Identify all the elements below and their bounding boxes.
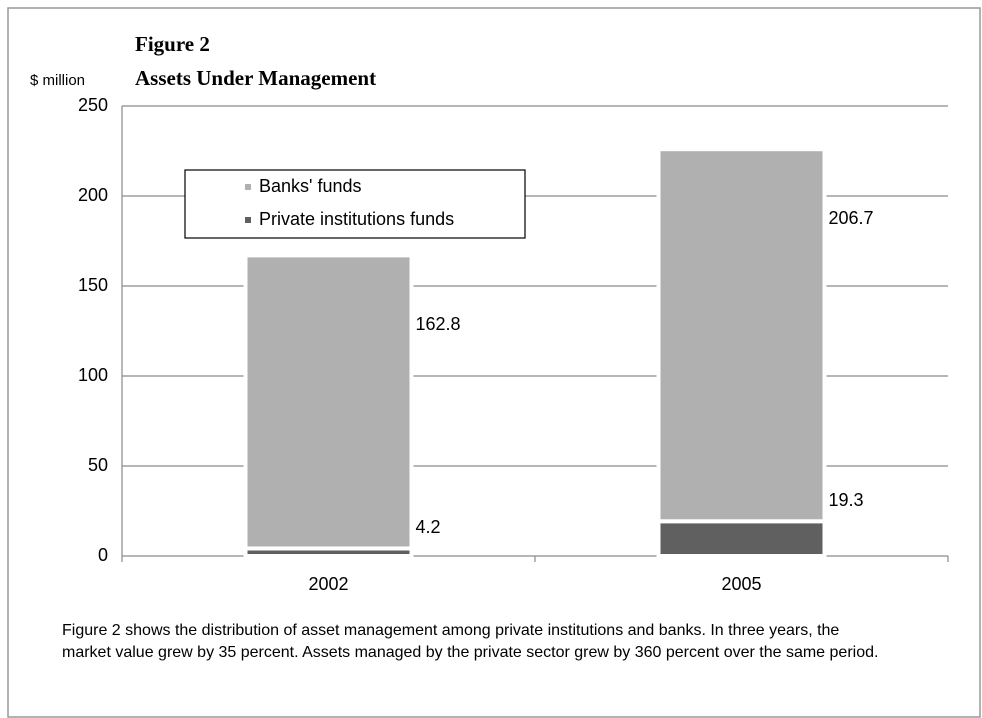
data-label: 206.7 xyxy=(829,208,874,228)
x-tick-label: 2002 xyxy=(308,574,348,594)
legend-swatch xyxy=(245,217,251,223)
legend-swatch xyxy=(245,184,251,190)
data-label: 19.3 xyxy=(829,490,864,510)
bar-segment xyxy=(656,519,827,559)
y-tick-label: 200 xyxy=(78,185,108,205)
y-tick-label: 250 xyxy=(78,95,108,115)
data-label: 4.2 xyxy=(416,517,441,537)
caption: Figure 2 shows the distribution of asset… xyxy=(62,622,879,661)
y-tick-label: 150 xyxy=(78,275,108,295)
y-axis-label: $ million xyxy=(30,72,85,89)
y-tick-label: 0 xyxy=(98,545,108,565)
legend-label: Banks' funds xyxy=(259,176,362,196)
legend-label: Private institutions funds xyxy=(259,209,454,229)
y-tick-label: 50 xyxy=(88,455,108,475)
x-tick-label: 2005 xyxy=(721,574,761,594)
legend-box xyxy=(184,169,526,239)
frame xyxy=(7,7,981,718)
y-tick-label: 100 xyxy=(78,365,108,385)
chart-subtitle: Assets Under Management xyxy=(135,66,376,90)
data-label: 162.8 xyxy=(416,314,461,334)
chart-title: Figure 2 xyxy=(135,32,210,56)
bar-segment xyxy=(243,253,414,551)
bar-segment xyxy=(656,147,827,524)
